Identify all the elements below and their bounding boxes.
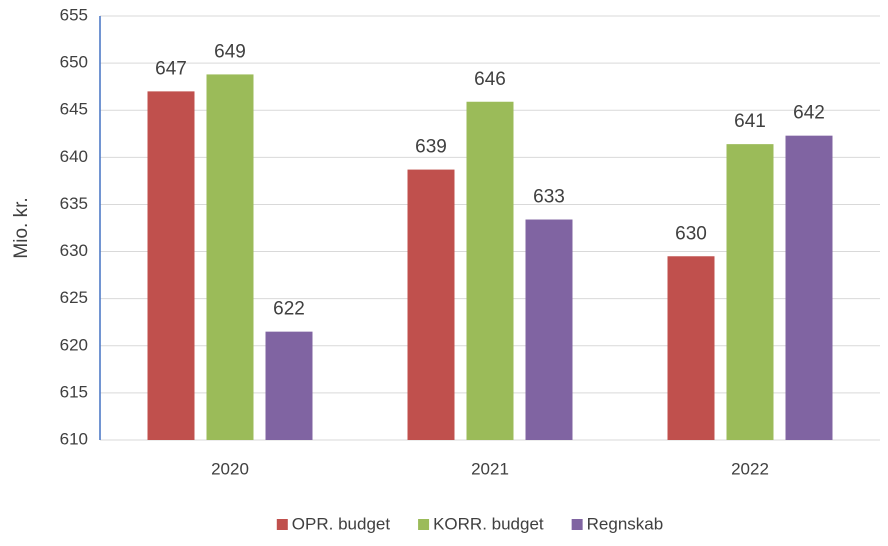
bar xyxy=(147,91,195,440)
legend-swatch xyxy=(418,519,430,530)
data-label: 622 xyxy=(273,299,305,320)
y-tick-label: 655 xyxy=(60,5,88,24)
data-label: 642 xyxy=(793,103,825,124)
y-tick-label: 645 xyxy=(60,100,88,119)
y-tick-label: 630 xyxy=(60,241,88,260)
legend-label: OPR. budget xyxy=(292,514,391,533)
data-label: 649 xyxy=(214,41,246,62)
legend-swatch xyxy=(276,519,288,530)
bar xyxy=(265,331,313,440)
data-label: 639 xyxy=(415,137,447,158)
x-tick-label: 2021 xyxy=(471,459,509,478)
y-tick-label: 640 xyxy=(60,147,88,166)
data-label: 646 xyxy=(474,69,506,90)
bar xyxy=(785,135,833,440)
bar xyxy=(525,219,573,440)
y-tick-label: 615 xyxy=(60,382,88,401)
bar xyxy=(407,169,455,441)
bar xyxy=(466,101,514,441)
data-label: 630 xyxy=(675,223,707,244)
x-tick-label: 2022 xyxy=(731,459,769,478)
y-tick-label: 650 xyxy=(60,53,88,72)
data-label: 647 xyxy=(155,58,187,79)
legend-swatch xyxy=(571,519,583,530)
bar xyxy=(206,74,254,440)
legend-label: Regnskab xyxy=(587,514,664,533)
y-tick-label: 610 xyxy=(60,429,88,448)
y-tick-label: 635 xyxy=(60,194,88,213)
bar xyxy=(726,144,774,441)
bar xyxy=(667,256,715,440)
y-axis-label: Mio. kr. xyxy=(11,197,32,258)
data-label: 641 xyxy=(734,111,766,132)
legend-label: KORR. budget xyxy=(433,514,544,533)
y-tick-label: 620 xyxy=(60,335,88,354)
y-tick-label: 625 xyxy=(60,288,88,307)
data-label: 633 xyxy=(533,187,565,208)
x-tick-label: 2020 xyxy=(211,459,249,478)
